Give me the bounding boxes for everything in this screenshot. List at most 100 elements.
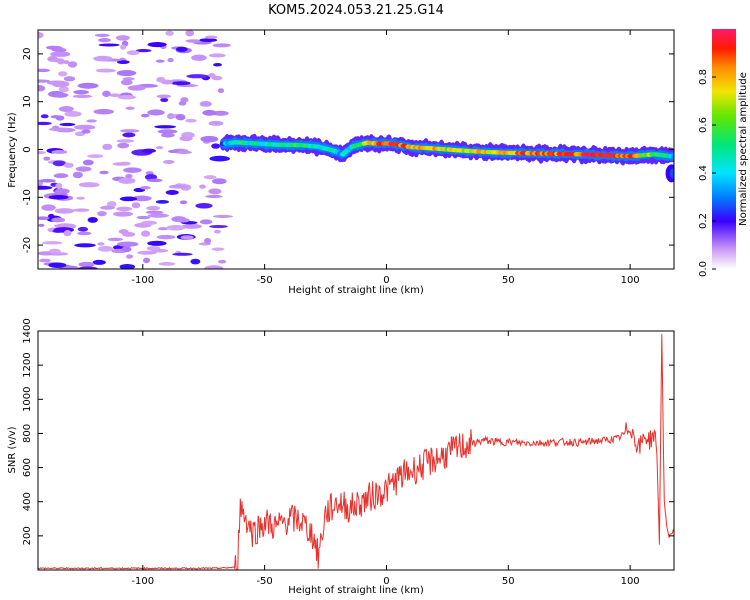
y-tick-label: 200 xyxy=(22,526,33,545)
noise-blob xyxy=(140,185,151,190)
noise-blob xyxy=(199,184,206,189)
noise-blob xyxy=(211,247,225,251)
noise-blob xyxy=(48,194,69,200)
noise-blob xyxy=(217,88,225,94)
noise-blob xyxy=(141,230,151,237)
noise-blob xyxy=(204,35,218,39)
noise-blob xyxy=(119,196,138,202)
noise-blob xyxy=(97,245,114,252)
noise-blob xyxy=(109,93,121,98)
noise-blob xyxy=(213,62,222,67)
noise-blob xyxy=(64,110,82,117)
x-tick-label: 100 xyxy=(621,576,640,587)
noise-blob xyxy=(38,68,51,73)
noise-blob xyxy=(63,230,72,237)
noise-blob xyxy=(212,214,234,218)
noise-blob xyxy=(120,44,127,50)
noise-blob xyxy=(146,246,161,251)
noise-blob xyxy=(208,73,216,78)
noise-blob xyxy=(118,177,136,184)
noise-blob xyxy=(171,81,191,86)
noise-blob xyxy=(158,262,176,266)
noise-blob xyxy=(43,156,51,161)
noise-blob xyxy=(42,241,63,245)
noise-blob xyxy=(203,175,217,180)
y-tick-label: 600 xyxy=(22,458,33,477)
snr-plot-area xyxy=(38,331,674,570)
noise-blob xyxy=(121,246,132,253)
noise-blob xyxy=(217,259,227,264)
noise-blob xyxy=(165,190,179,196)
noise-blob xyxy=(120,79,133,86)
noise-blob xyxy=(86,119,97,123)
noise-blob xyxy=(146,178,163,183)
noise-blob xyxy=(117,142,130,149)
x-tick-label: -100 xyxy=(131,576,154,587)
x-tick-label: -50 xyxy=(256,576,272,587)
x-tick-label: -50 xyxy=(256,275,272,286)
noise-blob xyxy=(141,148,157,153)
noise-blob xyxy=(147,213,169,218)
noise-blob xyxy=(67,61,78,68)
noise-blob xyxy=(202,109,217,116)
noise-blob xyxy=(55,47,67,53)
noise-blob xyxy=(122,231,136,237)
noise-blob xyxy=(77,266,98,269)
snr-panel: -100 -50 0 50 100 200 400 600 800 1000 1200 1400 H… xyxy=(7,318,675,596)
noise-blob xyxy=(116,241,139,247)
noise-blob xyxy=(208,53,226,58)
noise-blob xyxy=(119,263,136,269)
colorbar-tick-label: 0.6 xyxy=(698,117,709,133)
y-tick-label: 10 xyxy=(22,95,33,108)
noise-blob xyxy=(58,106,74,112)
noise-blob xyxy=(179,200,188,205)
noise-blob xyxy=(147,41,167,48)
noise-blob xyxy=(117,95,137,100)
noise-blob xyxy=(145,210,164,215)
noise-blob xyxy=(120,129,140,133)
noise-blob xyxy=(100,205,116,210)
noise-blob xyxy=(116,60,130,65)
noise-blob xyxy=(38,185,53,190)
noise-blob xyxy=(93,55,113,62)
noise-blob xyxy=(131,202,141,209)
noise-blob xyxy=(185,118,197,123)
noise-blob xyxy=(125,174,133,179)
noise-blob xyxy=(38,31,44,39)
noise-blob xyxy=(116,206,133,212)
noise-blob xyxy=(176,218,190,223)
noise-blob xyxy=(136,215,151,220)
noise-blob xyxy=(48,127,71,132)
noise-blob xyxy=(93,108,114,115)
noise-blob xyxy=(76,196,85,200)
noise-blob xyxy=(75,166,92,172)
noise-blob xyxy=(53,173,69,179)
snr-series-line xyxy=(38,334,674,570)
y-tick-label: -20 xyxy=(22,237,33,253)
spectrogram-y-ticks: -20 -10 0 10 20 xyxy=(22,48,674,253)
figure-title: KOM5.2024.053.21.25.G14 xyxy=(268,3,444,18)
colorbar-tick-label: 0.0 xyxy=(698,261,709,277)
x-tick-label: 0 xyxy=(383,576,389,587)
noise-blob xyxy=(98,43,120,47)
noise-blob xyxy=(126,50,140,56)
noise-blob xyxy=(38,150,46,155)
noise-blob xyxy=(38,223,45,227)
x-tick-label: 0 xyxy=(383,275,389,286)
noise-blob xyxy=(147,109,165,116)
colorbar-gradient xyxy=(712,29,736,269)
noise-blob xyxy=(208,188,222,195)
x-tick-label: -100 xyxy=(131,275,154,286)
noise-blob xyxy=(81,129,91,134)
noise-blob xyxy=(41,204,56,211)
snr-x-label: Height of straight line (km) xyxy=(288,585,424,596)
noise-blob xyxy=(38,79,51,83)
noise-blob xyxy=(212,110,229,116)
noise-blob xyxy=(63,60,70,64)
noise-blob xyxy=(48,248,61,254)
noise-blob xyxy=(213,229,221,234)
snr-y-ticks: 200 400 600 800 1000 1200 1400 xyxy=(22,318,674,545)
noise-blob xyxy=(125,106,135,110)
